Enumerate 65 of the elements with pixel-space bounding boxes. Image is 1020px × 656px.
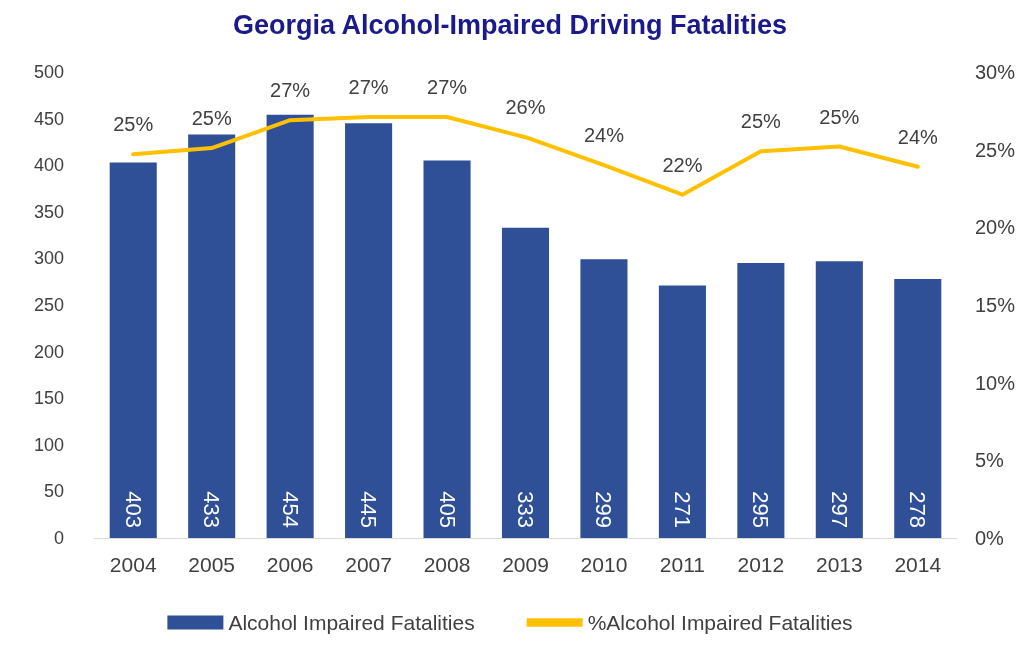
data-label: 403	[120, 491, 146, 528]
data-label: 278	[905, 491, 931, 528]
y2-tick-label: 25%	[975, 138, 1016, 161]
data-label: 25%	[113, 113, 154, 136]
bar	[188, 134, 236, 538]
y-tick-label: 50	[43, 481, 64, 502]
y-tick-label: 400	[33, 155, 64, 176]
x-tick-label: 2009	[502, 553, 549, 576]
y-tick-label: 450	[33, 108, 64, 129]
y-tick-label: 200	[33, 341, 64, 362]
data-label: 299	[591, 491, 617, 528]
data-label: 454	[277, 491, 303, 528]
legend-label: Alcohol Impaired Fatalities	[228, 611, 475, 634]
x-tick-label: 2007	[345, 553, 392, 576]
legend-label: %Alcohol Impaired Fatalities	[587, 611, 853, 634]
data-label: 27%	[270, 79, 311, 102]
x-tick-label: 2006	[266, 553, 314, 576]
bar	[109, 162, 157, 538]
data-label: 271	[669, 491, 695, 528]
data-label: 24%	[583, 124, 625, 147]
data-label: 295	[748, 491, 774, 528]
data-label: 25%	[740, 110, 782, 133]
y2-tick-label: 15%	[975, 294, 1016, 316]
data-label: 22%	[662, 153, 703, 176]
bar	[580, 259, 628, 538]
x-tick-label: 2010	[580, 553, 628, 576]
data-label: 24%	[897, 125, 938, 148]
data-label: 25%	[191, 107, 232, 130]
chart-title: Georgia Alcohol-Impaired Driving Fatalities	[232, 9, 788, 40]
y-tick-label: 300	[33, 248, 64, 269]
bar	[894, 278, 942, 538]
bar	[658, 285, 706, 538]
y-tick-label: 350	[33, 201, 64, 222]
y-tick-label: 500	[33, 62, 64, 82]
y2-tick-label: 30%	[975, 61, 1016, 83]
y-tick-label: 100	[33, 434, 64, 455]
data-label: 433	[199, 491, 225, 528]
bar	[266, 114, 314, 538]
x-tick-label: 2014	[894, 553, 942, 576]
data-label: 297	[826, 491, 852, 528]
x-tick-label: 2013	[815, 553, 863, 576]
y2-tick-label: 20%	[975, 216, 1016, 239]
y-tick-label: 250	[33, 295, 64, 315]
data-label: 25%	[819, 105, 860, 128]
y2-tick-label: 10%	[975, 371, 1016, 394]
y2-tick-label: 0%	[975, 527, 1005, 549]
data-label: 26%	[505, 96, 546, 119]
bar	[737, 263, 785, 538]
x-tick-label: 2011	[659, 553, 705, 576]
y-tick-label: 150	[33, 388, 64, 409]
y-tick-label: 0	[53, 528, 64, 548]
data-label: 333	[513, 491, 538, 528]
y2-tick-label: 5%	[975, 449, 1005, 472]
x-tick-label: 2004	[109, 553, 157, 576]
x-tick-label: 2005	[188, 553, 236, 576]
data-label: 445	[356, 491, 382, 528]
bar	[423, 160, 471, 538]
data-label: 27%	[427, 76, 468, 99]
data-label: 27%	[348, 76, 389, 99]
bar	[501, 227, 550, 538]
bar	[815, 261, 863, 538]
bar	[345, 123, 393, 538]
data-label: 405	[434, 491, 460, 528]
x-tick-label: 2008	[423, 553, 471, 576]
x-tick-label: 2012	[737, 553, 785, 576]
